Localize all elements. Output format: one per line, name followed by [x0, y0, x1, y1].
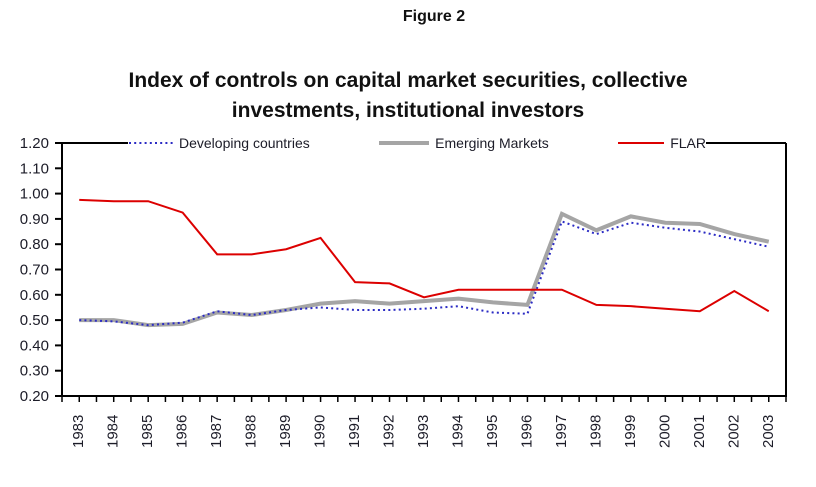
y-axis-tick-label: 0.90 [20, 211, 49, 228]
y-axis-tick-label: 1.20 [20, 135, 49, 152]
series-line-flar [79, 198, 770, 313]
x-axis-tick-label: 2002 [725, 415, 742, 448]
x-axis-tick-label: 1992 [381, 415, 398, 448]
flar-line-sample-icon [618, 142, 665, 144]
legend-item-flar: FLAR [617, 135, 706, 151]
series-line-emerging-markets [79, 211, 770, 328]
x-axis-tick-label: 1983 [70, 415, 87, 448]
figure-label: Figure 2 [402, 8, 466, 25]
y-axis-tick-label: 0.40 [20, 337, 49, 354]
x-axis-tick-label: 2000 [656, 415, 673, 448]
y-axis-tick-label: 0.20 [20, 388, 49, 405]
chart-legend: Developing countries Emerging Markets FL… [128, 132, 706, 154]
developing-countries-line-sample-icon [129, 142, 173, 144]
chart-title-line-2: investments, institutional investors [231, 99, 585, 122]
x-axis-tick-label: 2001 [691, 415, 708, 448]
x-axis-tick-label: 1997 [553, 415, 570, 448]
x-axis-tick-label: 1991 [346, 415, 363, 448]
y-axis-tick-label: 0.30 [20, 363, 49, 380]
x-axis-tick-label: 1995 [484, 415, 501, 448]
x-axis-tick-label: 1993 [415, 415, 432, 448]
legend-item-developing-countries: Developing countries [128, 135, 310, 151]
series-line-developing-countries [79, 220, 769, 327]
x-axis-tick-label: 1988 [243, 415, 260, 448]
x-axis-tick-label: 2003 [760, 415, 777, 448]
chart-title: Index of controls on capital market secu… [0, 66, 816, 126]
x-axis-tick-label: 1999 [622, 415, 639, 448]
y-axis-tick-label: 1.10 [20, 160, 49, 177]
x-axis-tick-label: 1984 [105, 415, 122, 448]
x-axis-tick-label: 1989 [277, 415, 294, 448]
x-axis-tick-label: 1998 [587, 415, 604, 448]
x-axis-tick-label: 1996 [518, 415, 535, 448]
legend-item-emerging-markets: Emerging Markets [378, 135, 549, 151]
y-axis-tick-label: 0.60 [20, 287, 49, 304]
y-axis-tick-label: 0.50 [20, 312, 49, 329]
y-axis-tick-label: 0.80 [20, 236, 49, 253]
x-axis-tick-label: 1987 [208, 415, 225, 448]
legend-label-emerging-markets: Emerging Markets [435, 135, 549, 151]
x-axis-tick-label: 1986 [174, 415, 191, 448]
y-axis-tick-label: 1.00 [20, 186, 49, 203]
y-axis-tick-label: 0.70 [20, 262, 49, 279]
legend-label-flar: FLAR [670, 135, 706, 151]
chart-title-line-1: Index of controls on capital market secu… [128, 69, 688, 92]
emerging-markets-line-sample-icon [379, 141, 430, 145]
x-axis-tick-label: 1994 [449, 415, 466, 448]
x-axis-tick-label: 1990 [312, 415, 329, 448]
legend-label-developing-countries: Developing countries [179, 135, 310, 151]
x-axis-tick-label: 1985 [139, 415, 156, 448]
